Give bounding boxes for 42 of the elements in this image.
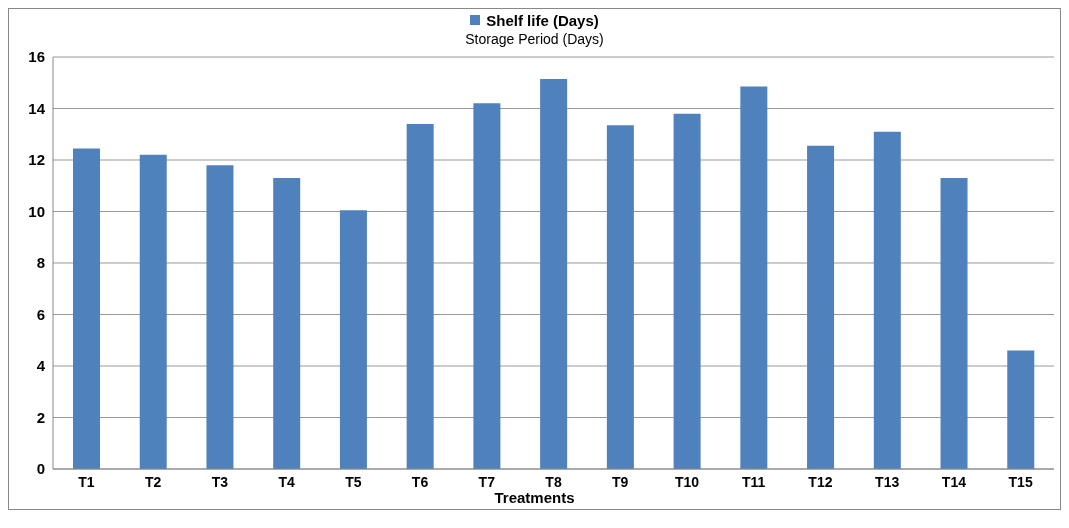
bar <box>540 78 568 469</box>
x-tick-label: T12 <box>808 473 833 490</box>
bar <box>673 113 701 469</box>
y-tick-label: 2 <box>36 408 45 426</box>
x-tick-label: T14 <box>941 473 967 490</box>
x-tick-label: T10 <box>674 473 700 490</box>
bar <box>406 123 434 469</box>
x-tick-label: T3 <box>211 473 229 490</box>
x-tick-label: T8 <box>545 473 562 490</box>
x-tick-label: T13 <box>875 473 900 490</box>
x-tick-label: T1 <box>78 473 95 490</box>
x-tick-label: T2 <box>144 473 162 490</box>
bar <box>873 131 901 469</box>
chart-title: Storage Period (Days) <box>464 31 605 49</box>
x-tick-label: T9 <box>612 473 629 490</box>
bar <box>1007 350 1035 469</box>
y-tick-label: 14 <box>28 99 46 117</box>
x-axis-title: Treatments <box>493 489 576 508</box>
x-tick-label: T6 <box>411 473 429 490</box>
bar <box>940 178 968 469</box>
bar <box>807 145 835 469</box>
y-tick-label: 12 <box>28 151 45 169</box>
bar <box>139 154 167 469</box>
x-tick-label: T15 <box>1008 473 1033 490</box>
bar <box>339 210 367 469</box>
bar <box>606 125 634 469</box>
bar <box>473 103 501 469</box>
x-tick-label: T11 <box>742 473 766 490</box>
y-tick-label: 16 <box>28 48 45 66</box>
bar <box>273 178 301 469</box>
x-tick-label: T4 <box>278 473 295 490</box>
bar <box>206 165 234 469</box>
y-tick-label: 4 <box>36 357 46 375</box>
y-tick-label: 8 <box>36 254 45 272</box>
bar <box>73 148 100 469</box>
x-tick-label: T7 <box>478 473 496 490</box>
legend-label: Shelf life (Days) <box>485 11 599 29</box>
y-tick-label: 6 <box>36 305 45 323</box>
x-tick-label: T5 <box>345 473 362 490</box>
y-tick-label: 10 <box>28 202 45 220</box>
bar <box>740 86 768 469</box>
y-tick-label: 0 <box>36 460 45 478</box>
